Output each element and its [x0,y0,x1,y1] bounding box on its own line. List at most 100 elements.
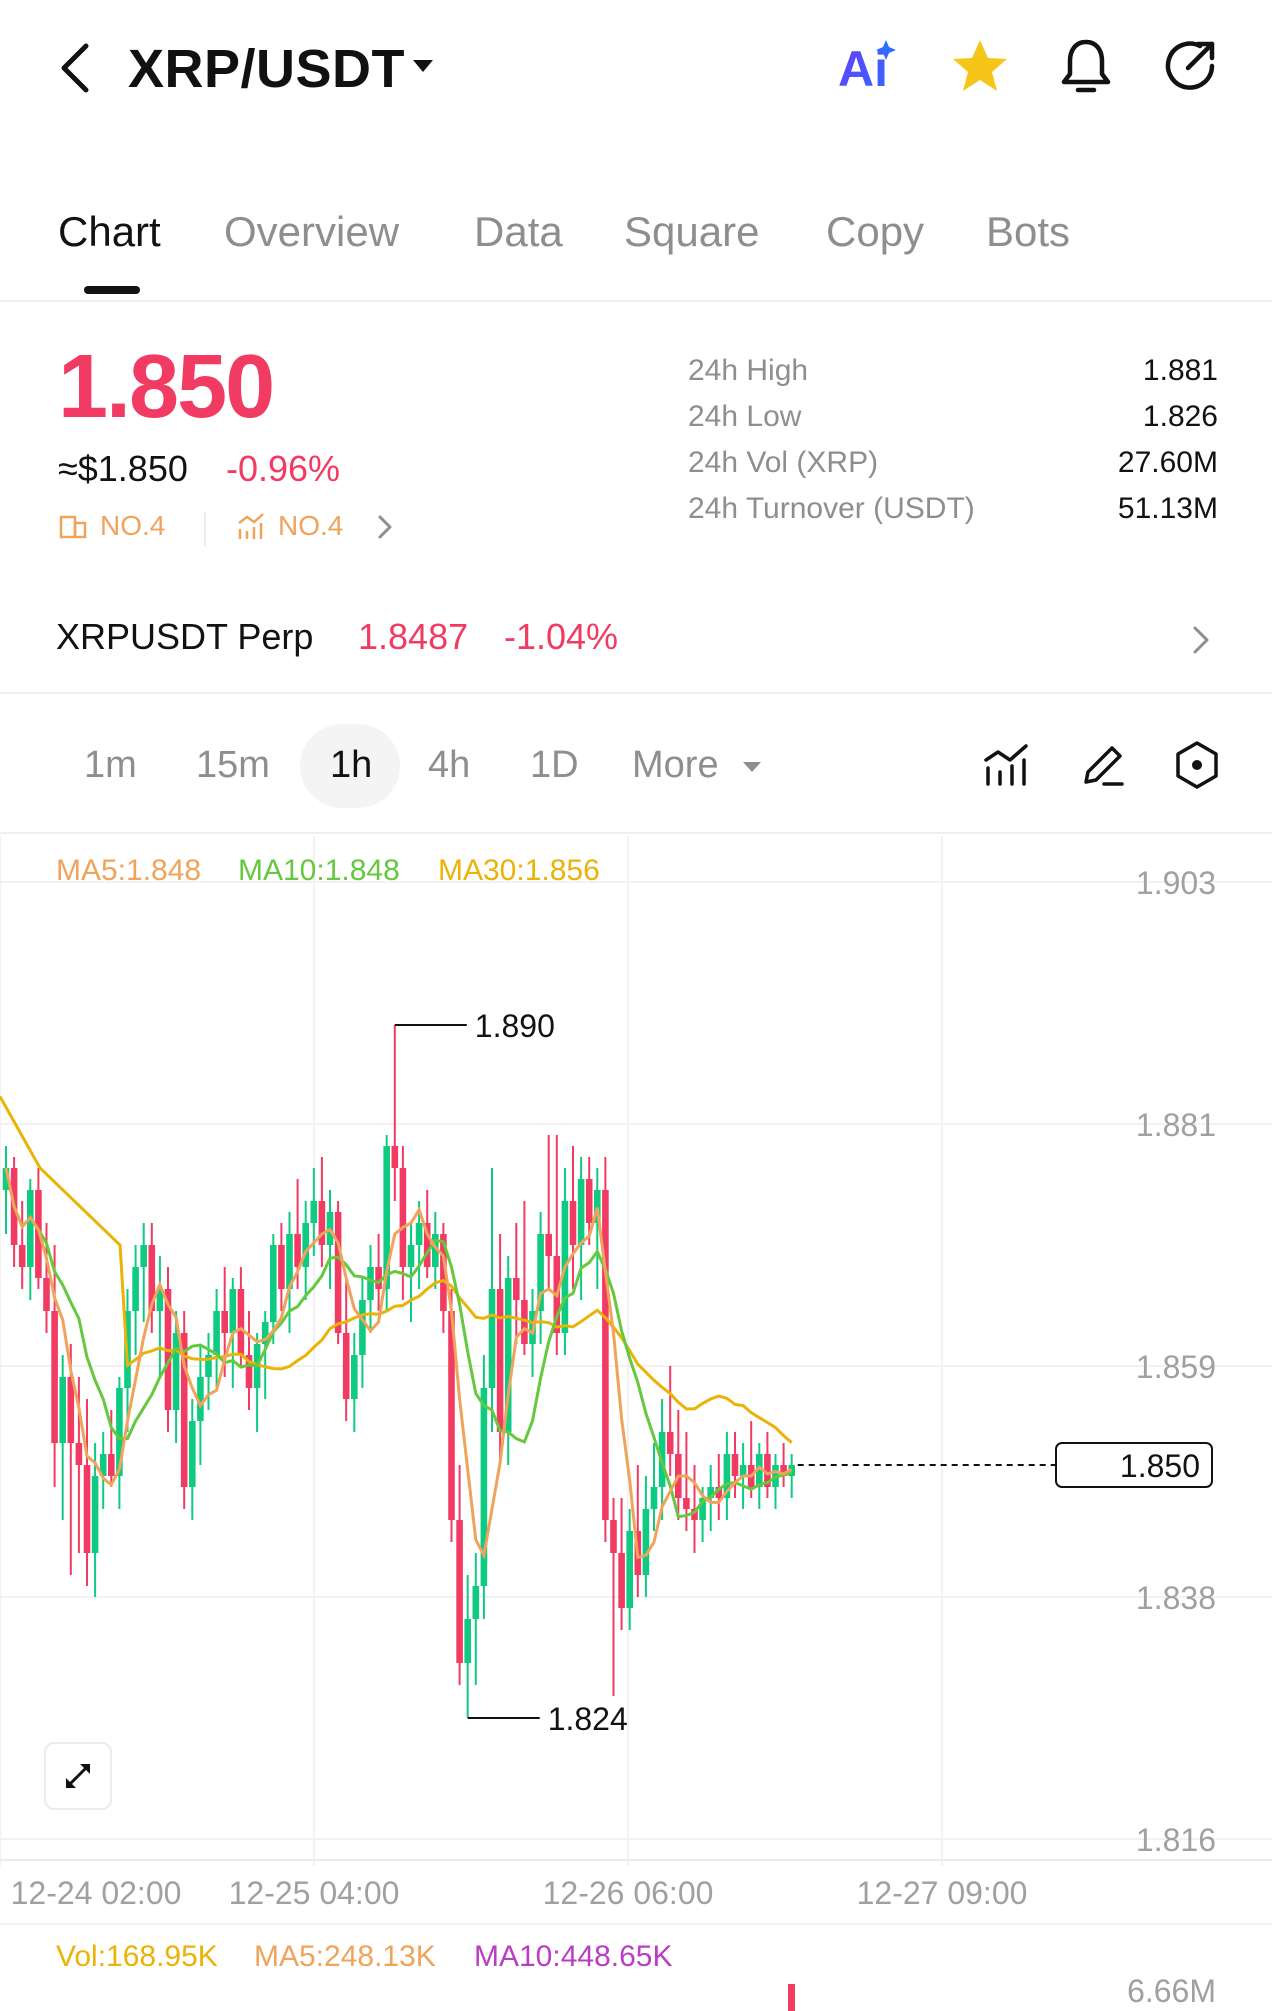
candle-body [399,1168,407,1267]
candle-body [723,1454,731,1498]
y-tick-label: 1.816 [1136,1822,1216,1858]
candle-body [197,1377,204,1421]
ai-icon[interactable]: Ai [836,36,896,97]
rank-divider [204,512,206,546]
last-price-box[interactable] [1055,1442,1213,1488]
candle-body [302,1223,309,1267]
low-price-label: 1.824 [548,1701,628,1737]
x-tick-label: 12-27 09:00 [857,1875,1028,1911]
candle-body [415,1223,423,1245]
rank-label-2: NO.4 [278,510,344,541]
candle-body [626,1531,633,1608]
tab-bots[interactable]: Bots [986,208,1071,255]
bar-rank-icon [59,515,87,539]
change-percent: -0.96% [226,448,341,489]
candle-body [513,1278,520,1300]
perp-row[interactable]: XRPUSDT Perp 1.8487 -1.04% [0,590,1272,694]
candle-body [391,1146,399,1168]
candle-body [51,1311,58,1443]
stat-high: 24h High 1.881 [688,354,1218,400]
tab-data[interactable]: Data [474,208,563,255]
candle-body [496,1289,504,1432]
expand-chart-button[interactable] [44,1742,112,1810]
chevron-right-icon[interactable] [1190,622,1212,658]
candle-body [367,1267,374,1300]
active-interval-pill [300,724,400,808]
candle-body [715,1487,723,1498]
candle-body [270,1245,277,1322]
pencil-icon[interactable] [1076,738,1130,792]
stats-panel: 24h High 1.881 24h Low 1.826 24h Vol (XR… [688,354,1218,538]
stat-label: 24h High [688,354,809,387]
ma30-legend: MA30:1.856 [438,854,600,887]
candle-body [205,1355,212,1377]
candle-body [699,1498,706,1520]
candle-body [407,1245,415,1267]
interval-1d[interactable]: 1D [530,744,579,786]
y-tick-label: 1.881 [1136,1107,1216,1143]
candle-body [261,1322,269,1344]
perp-change: -1.04% [504,616,619,657]
candle-body [318,1201,326,1245]
candle-body [739,1465,747,1476]
candle-body [472,1586,480,1619]
back-icon[interactable] [52,40,100,96]
candle-body [440,1234,447,1311]
interval-more[interactable]: More [632,744,719,786]
stat-value: 1.881 [1142,354,1218,387]
stat-turnover: 24h Turnover (USDT) 51.13M [688,492,1218,538]
interval-4h[interactable]: 4h [428,744,471,786]
volume-rank[interactable]: NO.4 [236,510,343,542]
interval-bar: 1m 15m 1h 4h 1D More [0,716,1272,834]
tab-square[interactable]: Square [624,208,760,255]
candle-body [456,1520,463,1663]
candle-body [189,1421,196,1487]
candle-body [383,1146,390,1289]
tab-overview[interactable]: Overview [224,208,400,255]
candle-body [229,1289,237,1333]
chevron-right-icon[interactable] [374,512,396,542]
candle-body [359,1300,366,1355]
interval-1m[interactable]: 1m [84,744,137,786]
candle-body [545,1234,552,1256]
candle-body [756,1454,763,1487]
interval-15m[interactable]: 15m [196,744,270,786]
trend-rank-icon [238,513,264,539]
candle-body [488,1289,496,1388]
tab-copy[interactable]: Copy [826,208,925,255]
x-tick-label: 12-24 02:00 [11,1875,182,1911]
market-cap-rank[interactable]: NO.4 [58,510,165,542]
last-price-label: 1.850 [1120,1448,1200,1484]
candlestick-chart[interactable]: 1.903 1.881 1.859 1.838 1.816 12-24 02:00 12-2… [0,836,1272,2011]
candle-body [521,1300,528,1344]
candle-body [577,1179,585,1245]
last-price: 1.850 [58,337,275,437]
candle-body [602,1190,609,1520]
settings-hexagon-icon[interactable] [1170,738,1224,792]
candle-body [83,1465,91,1553]
candle-body [91,1476,99,1553]
candle-body [448,1311,455,1520]
bell-icon[interactable] [1056,36,1116,96]
candle-body [59,1377,66,1443]
candle-body [342,1333,350,1399]
indicator-icon[interactable] [980,738,1034,792]
candle-body [351,1355,358,1399]
chart-canvas[interactable]: 1.903 1.881 1.859 1.838 1.816 12-24 02:00 12-2… [0,836,1272,2011]
expand-icon [66,1764,90,1788]
candle-body [650,1487,658,1509]
interval-1h[interactable]: 1h [330,744,373,786]
candle-body [245,1355,253,1388]
pair-title[interactable]: XRP/USDT [128,39,406,99]
share-icon[interactable] [1160,36,1220,96]
x-tick-label: 12-26 06:00 [543,1875,714,1911]
star-icon[interactable] [950,36,1010,96]
ma10-line [4,1167,793,1519]
candle-body [423,1223,431,1267]
stat-value: 27.60M [1117,446,1218,479]
volume-ma5-legend: MA5:248.13K [254,1940,436,1973]
y-tick-label: 1.859 [1136,1349,1216,1385]
tab-chart[interactable]: Chart [58,208,161,255]
caret-down-icon[interactable] [742,760,762,774]
caret-down-icon[interactable] [412,58,434,74]
